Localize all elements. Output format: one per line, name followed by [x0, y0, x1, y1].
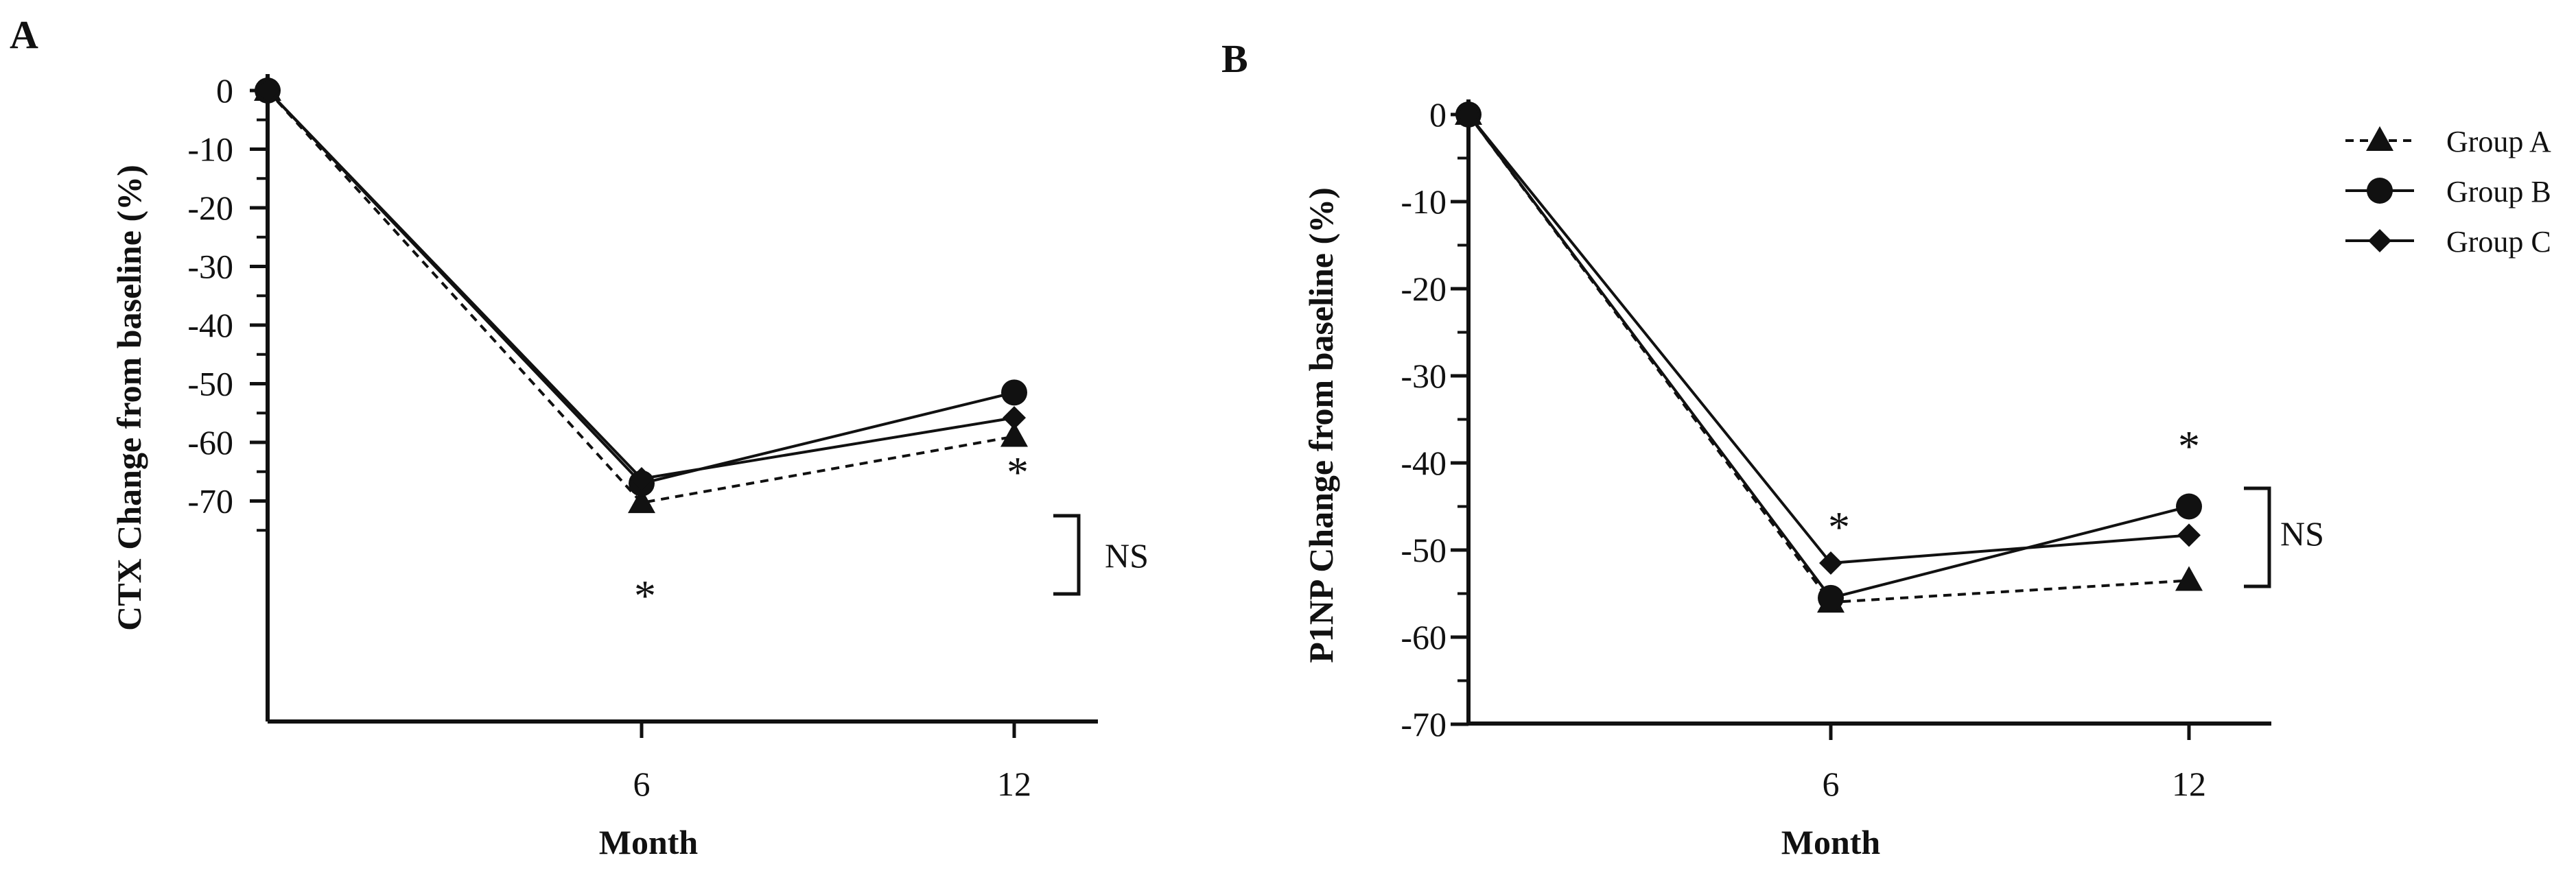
sig-star-12: * — [1007, 448, 1029, 497]
chart-panel-a: CTX Change from baseline (%) Month * * N… — [110, 71, 1149, 861]
series-group — [1455, 100, 2203, 613]
data-point-group-b — [1001, 379, 1027, 406]
data-point-group-c — [630, 467, 653, 491]
data-point-group-c — [1003, 406, 1026, 430]
data-point-group-c — [1819, 551, 1842, 575]
y-axis-title: P1NP Change from baseline (%) — [1302, 187, 1340, 663]
y-tick-label: -40 — [1401, 444, 1447, 482]
x-tick-label: 6 — [633, 765, 651, 803]
y-tick-label: -10 — [187, 130, 233, 169]
y-tick-label: -30 — [1401, 357, 1447, 395]
y-tick-label: -20 — [187, 189, 233, 227]
series-group — [254, 76, 1028, 514]
y-tick-label: -10 — [1401, 182, 1447, 221]
legend: Group A Group B Group C — [2345, 125, 2551, 259]
y-tick-label: -20 — [1401, 270, 1447, 308]
y-tick-label: -40 — [187, 306, 233, 344]
axis-ticks: 0 -10 -20 -30 -40 -50 -60 -70 6 12 — [187, 71, 1031, 803]
y-tick-label: -50 — [1401, 531, 1447, 569]
legend-marker-triangle — [2366, 126, 2393, 151]
series-line-group-a — [266, 89, 1015, 505]
x-axis-title: Month — [1781, 823, 1881, 861]
data-point-group-a — [1000, 422, 1028, 447]
legend-marker-diamond — [2368, 229, 2391, 252]
y-tick-label: 0 — [216, 71, 233, 110]
y-axis-title: CTX Change from baseline (%) — [110, 165, 148, 631]
ns-label: NS — [1105, 536, 1149, 575]
data-point-group-b — [1818, 584, 1844, 611]
data-point-group-a — [2175, 566, 2203, 591]
data-point-group-c — [2177, 523, 2201, 547]
legend-label: Group B — [2446, 175, 2551, 208]
data-point-group-c — [1457, 103, 1480, 126]
x-tick-label: 12 — [2172, 765, 2206, 803]
y-tick-label: 0 — [1429, 95, 1447, 134]
panel-label-a: A — [10, 12, 38, 57]
ns-bracket — [1053, 514, 1081, 596]
y-tick-label: -50 — [187, 365, 233, 403]
y-tick-label: -70 — [1401, 705, 1447, 743]
x-tick-label: 12 — [997, 765, 1031, 803]
data-point-group-b — [2176, 493, 2202, 520]
ns-bracket — [2244, 486, 2271, 588]
sig-star-6: * — [1828, 503, 1850, 551]
legend-marker-circle — [2367, 178, 2393, 204]
y-tick-label: -30 — [187, 248, 233, 286]
legend-label: Group A — [2446, 125, 2551, 158]
panel-label-b: B — [1221, 36, 1248, 81]
y-tick-label: -70 — [187, 482, 233, 521]
sig-star-6: * — [634, 571, 656, 620]
y-tick-label: -60 — [1401, 618, 1447, 656]
y-tick-label: -60 — [187, 423, 233, 462]
series-line-group-b — [266, 89, 1015, 486]
x-tick-label: 6 — [1823, 765, 1840, 803]
data-point-group-c — [256, 79, 279, 102]
series-line-group-c — [1467, 113, 2190, 565]
sig-star-12: * — [2178, 422, 2200, 470]
x-axis-title: Month — [599, 823, 699, 861]
axis-ticks: 0 -10 -20 -30 -40 -50 -60 -70 6 12 — [1401, 95, 2206, 803]
legend-label: Group C — [2446, 225, 2551, 259]
ns-label: NS — [2280, 514, 2324, 553]
data-point-group-a — [628, 488, 655, 514]
chart-panel-b: P1NP Change from baseline (%) Month * * … — [1302, 95, 2324, 861]
